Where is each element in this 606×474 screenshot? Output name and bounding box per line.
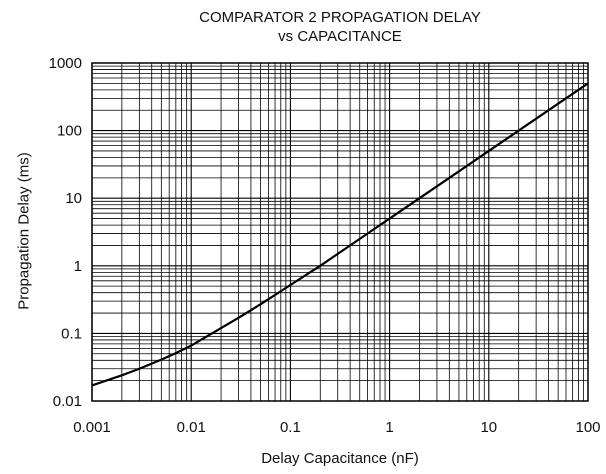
- y-tick-label: 10: [65, 190, 82, 207]
- grid: [91, 62, 589, 402]
- plot-area: [91, 82, 589, 387]
- y-tick-label: 100: [57, 123, 82, 140]
- x-tick-label: 0.001: [73, 419, 111, 436]
- x-axis-label: Delay Capacitance (nF): [261, 450, 419, 467]
- x-tick-label: 10: [480, 419, 497, 436]
- plot-frame: [91, 62, 589, 402]
- x-tick-label: 0.1: [280, 419, 301, 436]
- y-tick-label: 0.01: [53, 393, 82, 410]
- y-tick-label: 1: [74, 258, 82, 275]
- tick-labels: 0.001 0.01 0.1 1 10 100 0.01 0.1 1 10 100 1000: [49, 55, 601, 436]
- x-tick-label: 100: [575, 419, 600, 436]
- chart-title: COMPARATOR 2 PROPAGATION DELAY: [199, 9, 481, 26]
- x-tick-label: 0.01: [177, 419, 206, 436]
- y-axis-label: Propagation Delay (ms): [15, 152, 33, 310]
- x-tick-label: 1: [385, 419, 393, 436]
- series-line-0: [91, 82, 589, 387]
- y-tick-label: 1000: [49, 55, 82, 72]
- y-tick-label: 0.1: [61, 325, 82, 342]
- chart-subtitle: vs CAPACITANCE: [278, 28, 402, 45]
